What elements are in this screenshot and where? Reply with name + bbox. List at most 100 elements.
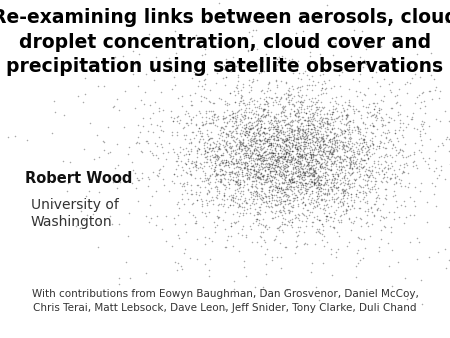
Point bbox=[255, 121, 262, 126]
Point bbox=[391, 174, 398, 179]
Point bbox=[426, 88, 433, 94]
Point bbox=[346, 97, 353, 103]
Point bbox=[240, 198, 247, 203]
Point bbox=[256, 102, 263, 107]
Point bbox=[294, 147, 301, 153]
Point bbox=[309, 110, 316, 115]
Point bbox=[317, 152, 324, 158]
Point bbox=[279, 153, 287, 159]
Point bbox=[347, 161, 355, 167]
Point bbox=[153, 213, 161, 218]
Point bbox=[242, 200, 249, 206]
Point bbox=[276, 168, 283, 173]
Point bbox=[268, 143, 275, 148]
Point bbox=[270, 122, 277, 127]
Point bbox=[323, 155, 330, 161]
Point bbox=[327, 147, 334, 153]
Point bbox=[301, 143, 308, 149]
Point bbox=[351, 199, 358, 204]
Point bbox=[351, 108, 358, 114]
Point bbox=[315, 196, 322, 201]
Point bbox=[281, 144, 288, 150]
Point bbox=[356, 198, 364, 204]
Point bbox=[265, 120, 272, 126]
Point bbox=[224, 101, 231, 106]
Point bbox=[250, 168, 257, 174]
Point bbox=[333, 170, 340, 175]
Point bbox=[235, 78, 242, 83]
Point bbox=[393, 173, 400, 178]
Point bbox=[357, 146, 364, 151]
Point bbox=[285, 135, 292, 140]
Point bbox=[310, 168, 317, 173]
Point bbox=[234, 172, 241, 177]
Point bbox=[340, 146, 347, 152]
Point bbox=[386, 81, 393, 87]
Point bbox=[289, 153, 296, 159]
Point bbox=[343, 149, 350, 154]
Point bbox=[401, 203, 409, 209]
Point bbox=[329, 125, 336, 130]
Point bbox=[245, 145, 252, 150]
Point bbox=[320, 133, 327, 139]
Point bbox=[216, 188, 223, 193]
Point bbox=[201, 210, 208, 216]
Point bbox=[271, 202, 278, 208]
Point bbox=[237, 196, 244, 202]
Point bbox=[292, 145, 299, 150]
Point bbox=[312, 66, 319, 71]
Point bbox=[280, 209, 288, 214]
Point bbox=[268, 178, 275, 184]
Point bbox=[252, 172, 259, 177]
Point bbox=[361, 91, 368, 97]
Point bbox=[272, 214, 279, 219]
Point bbox=[284, 92, 292, 97]
Point bbox=[396, 180, 403, 186]
Point bbox=[309, 178, 316, 183]
Point bbox=[242, 150, 249, 155]
Point bbox=[237, 139, 244, 145]
Point bbox=[182, 145, 189, 150]
Point bbox=[266, 134, 273, 139]
Point bbox=[364, 167, 371, 172]
Point bbox=[281, 163, 288, 168]
Point bbox=[310, 168, 318, 174]
Point bbox=[213, 188, 220, 193]
Point bbox=[283, 150, 290, 156]
Point bbox=[192, 132, 199, 138]
Point bbox=[192, 159, 199, 165]
Point bbox=[226, 146, 234, 151]
Point bbox=[240, 192, 247, 197]
Point bbox=[216, 177, 224, 182]
Point bbox=[421, 120, 428, 125]
Point bbox=[282, 149, 289, 155]
Point bbox=[258, 118, 265, 124]
Point bbox=[104, 201, 111, 207]
Point bbox=[270, 116, 277, 121]
Point bbox=[303, 136, 310, 141]
Point bbox=[238, 120, 246, 125]
Point bbox=[298, 179, 305, 184]
Point bbox=[224, 150, 231, 155]
Point bbox=[243, 153, 250, 158]
Point bbox=[146, 102, 153, 108]
Point bbox=[288, 120, 296, 125]
Point bbox=[189, 212, 196, 217]
Point bbox=[318, 165, 325, 170]
Point bbox=[288, 162, 296, 167]
Point bbox=[237, 148, 244, 154]
Point bbox=[216, 141, 223, 146]
Point bbox=[220, 62, 228, 67]
Point bbox=[324, 132, 331, 137]
Point bbox=[128, 180, 135, 186]
Point bbox=[388, 105, 396, 111]
Point bbox=[280, 176, 288, 182]
Point bbox=[304, 120, 311, 125]
Point bbox=[286, 57, 293, 63]
Point bbox=[328, 188, 335, 193]
Point bbox=[279, 168, 287, 173]
Point bbox=[239, 100, 246, 105]
Point bbox=[295, 182, 302, 188]
Point bbox=[346, 164, 354, 169]
Point bbox=[198, 115, 205, 120]
